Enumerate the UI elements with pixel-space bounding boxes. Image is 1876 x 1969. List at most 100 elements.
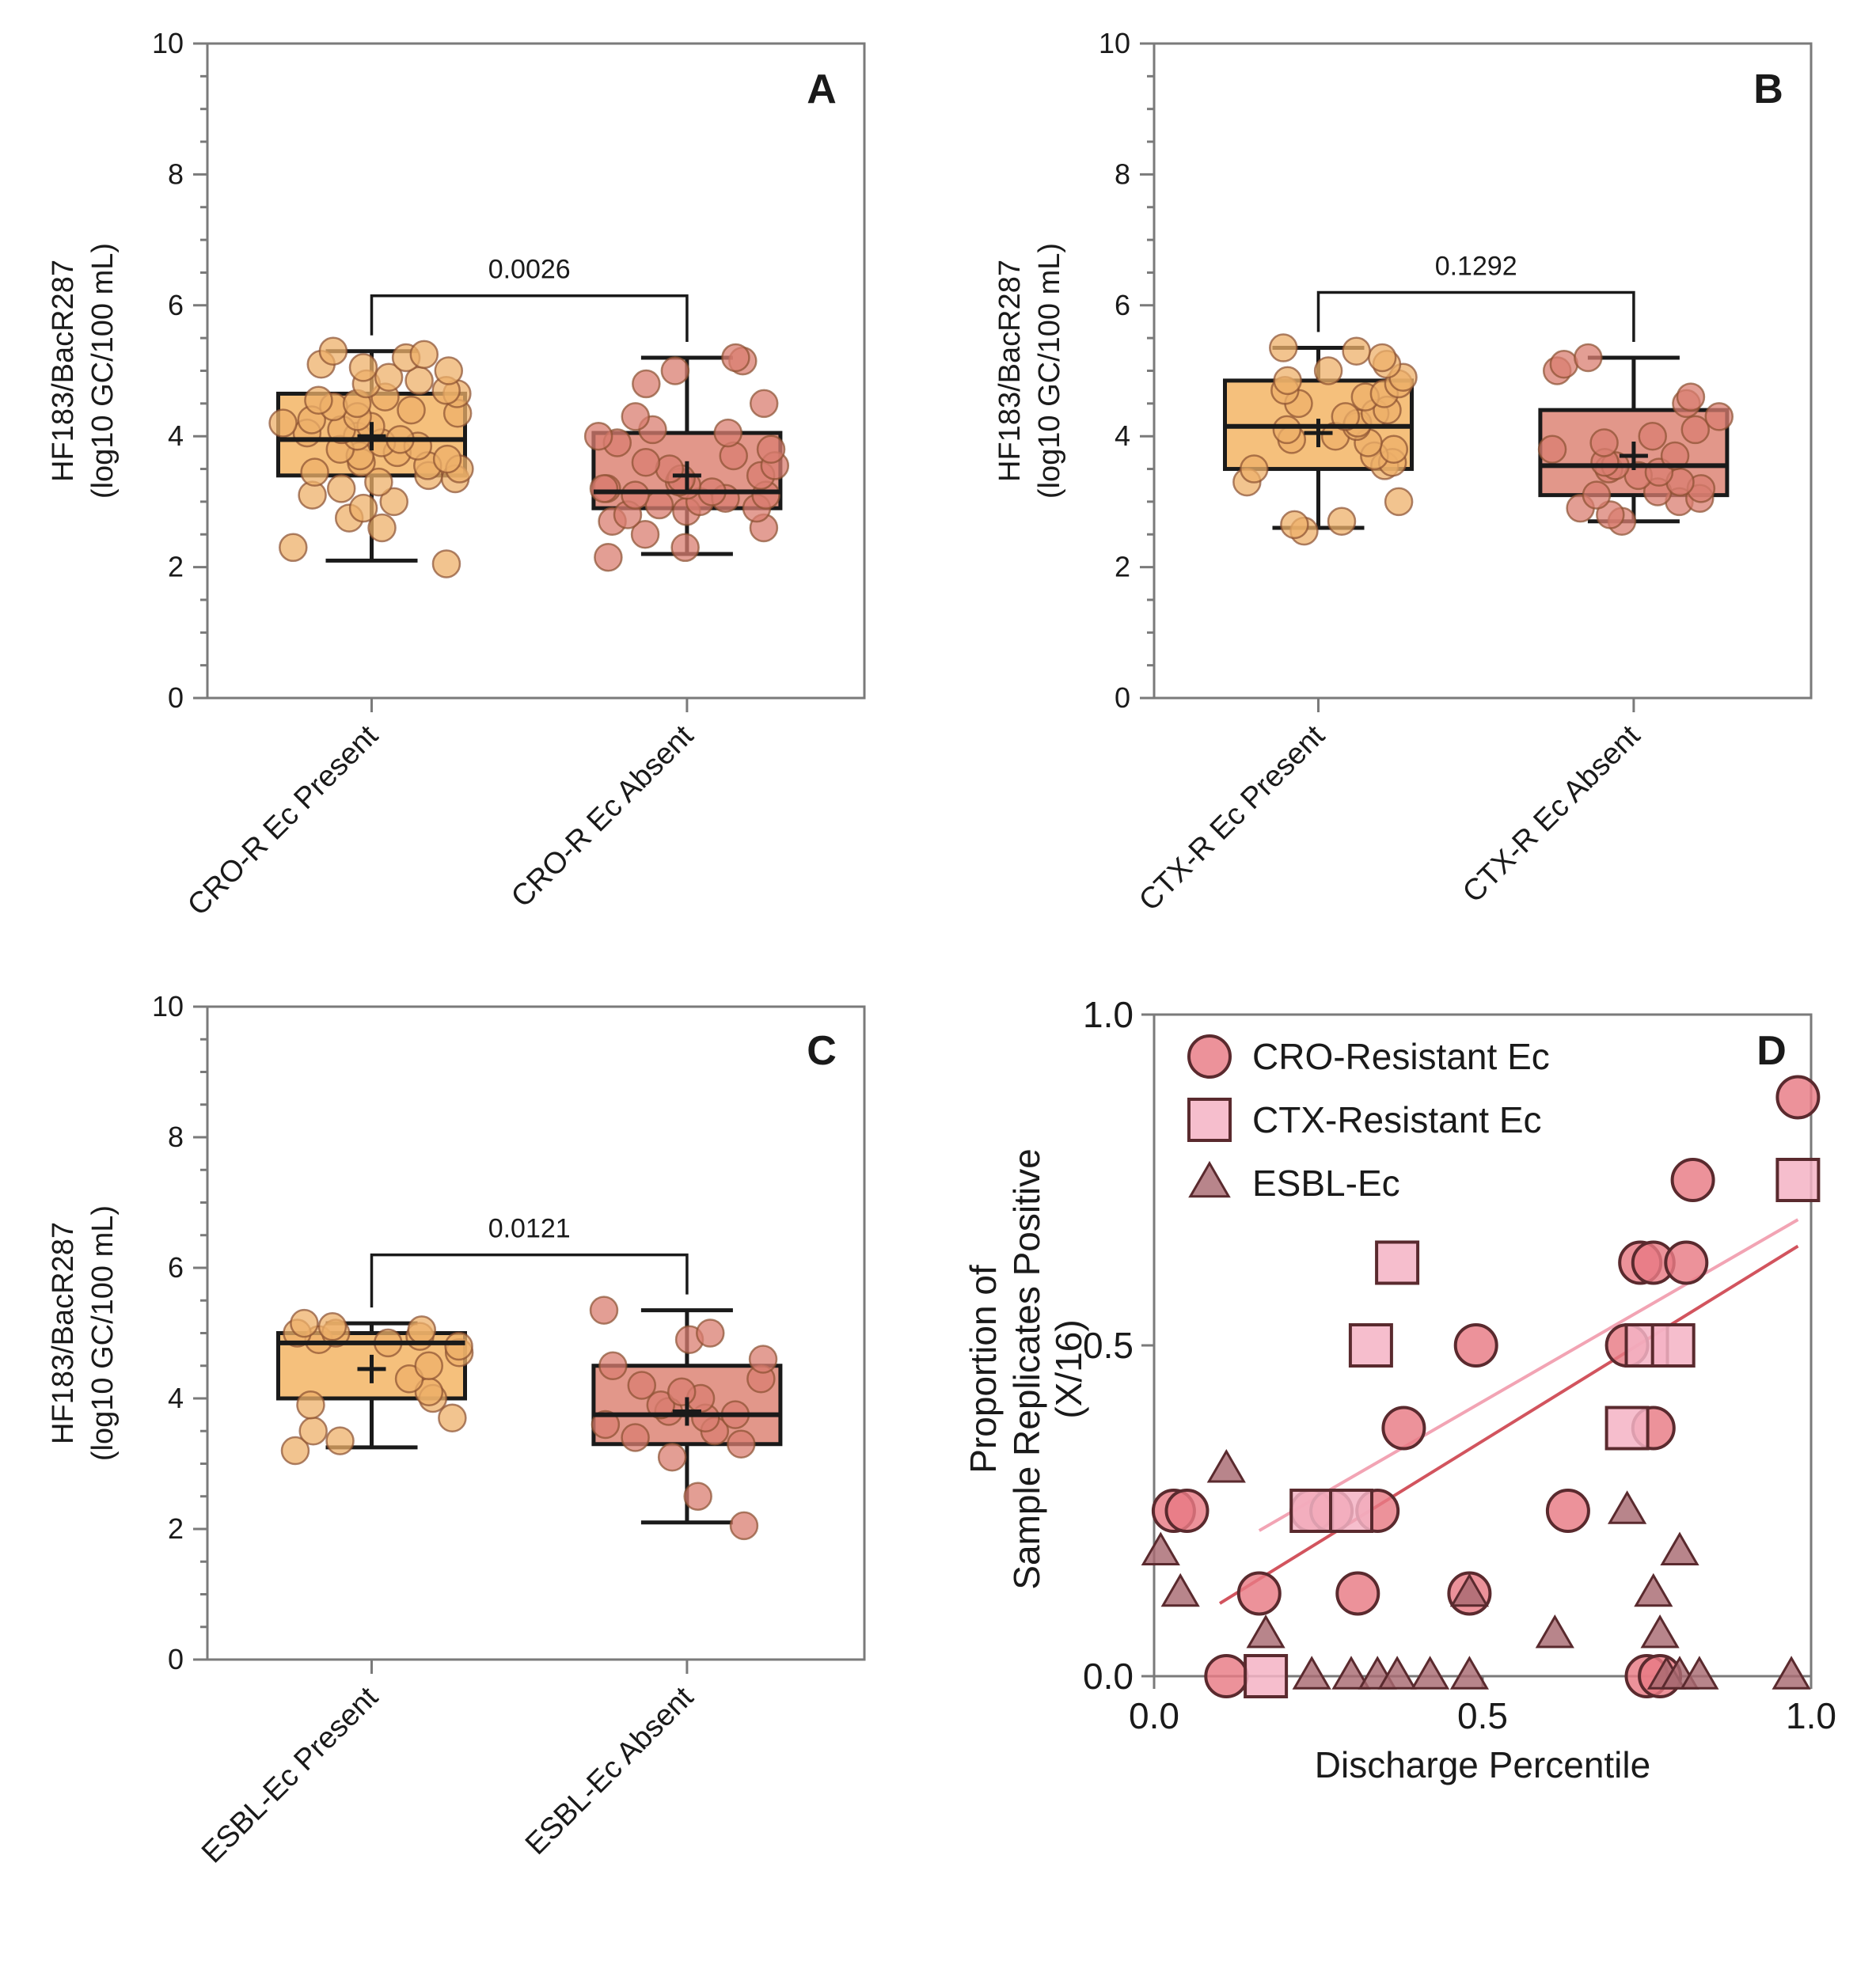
y-axis-title: HF183/BacR287 xyxy=(993,260,1027,482)
y-tick-label: 10 xyxy=(1099,27,1130,59)
data-point xyxy=(1596,500,1625,529)
data-point xyxy=(397,395,426,425)
data-point xyxy=(748,1345,778,1374)
data-point xyxy=(1273,366,1302,396)
data-point-triangle xyxy=(1160,1573,1200,1607)
data-point xyxy=(713,418,742,448)
data-point xyxy=(660,356,690,385)
data-point xyxy=(583,421,613,451)
p-value-label: 0.0121 xyxy=(488,1214,571,1244)
data-point-circle xyxy=(1775,1075,1821,1120)
data-point xyxy=(721,343,750,373)
data-point xyxy=(632,369,661,399)
x-axis-title: Discharge Percentile xyxy=(1315,1744,1650,1785)
panel-d: 0.0 0.5 1.0 0.0 0.5 1.0 Discharge Percentile Pr… xyxy=(963,994,1836,1785)
y-tick-label: 0.5 xyxy=(1083,1325,1134,1366)
data-point xyxy=(1574,343,1603,373)
data-point xyxy=(1680,415,1711,445)
data-point xyxy=(317,1312,347,1341)
data-point xyxy=(621,480,650,510)
data-point xyxy=(280,1436,310,1466)
data-point-circle xyxy=(1670,1158,1715,1202)
y-axis-unit: (log10 GC/100 mL) xyxy=(86,1205,120,1461)
data-point xyxy=(298,1417,328,1446)
data-point-triangle xyxy=(1246,1614,1285,1648)
data-point-triangle xyxy=(1449,1656,1490,1690)
data-point xyxy=(1537,434,1567,464)
legend-marker-square xyxy=(1187,1098,1232,1142)
y-tick-label: 0.0 xyxy=(1083,1656,1134,1697)
y-axis-unit: (log10 GC/100 mL) xyxy=(86,243,120,499)
data-point xyxy=(1379,434,1409,464)
legend-label: ESBL-Ec xyxy=(1252,1163,1400,1204)
data-point xyxy=(348,493,378,523)
data-point xyxy=(1327,506,1357,536)
data-point-triangle xyxy=(1292,1656,1331,1690)
category-label: CTX-R Ec Absent xyxy=(1456,719,1647,909)
data-point xyxy=(696,1318,725,1348)
absent-box-group xyxy=(589,1296,783,1541)
data-point xyxy=(1240,454,1269,484)
data-point xyxy=(644,490,674,520)
data-point xyxy=(749,389,779,419)
data-point-triangle xyxy=(1410,1656,1450,1690)
y-axis-title: HF183/BacR287 xyxy=(47,1222,80,1444)
present-box-group xyxy=(268,336,474,579)
data-point xyxy=(379,487,408,517)
y-tick-label: 4 xyxy=(168,1382,184,1414)
data-point-triangle xyxy=(1772,1656,1811,1690)
panel-letter: C xyxy=(807,1028,837,1074)
data-point xyxy=(655,454,685,484)
data-point-triangle xyxy=(1141,1531,1180,1565)
data-point-triangle xyxy=(1634,1573,1673,1607)
panel-letter: D xyxy=(1756,1028,1787,1074)
data-point xyxy=(646,1390,676,1420)
data-point xyxy=(1269,333,1298,362)
data-point xyxy=(631,448,661,477)
data-point xyxy=(431,549,461,579)
data-point xyxy=(1582,480,1612,510)
data-point xyxy=(594,542,623,572)
data-point-circle xyxy=(1381,1406,1426,1451)
data-point xyxy=(621,1423,650,1452)
data-point xyxy=(279,533,308,563)
data-point-triangle xyxy=(1377,1656,1417,1690)
data-point xyxy=(621,402,651,431)
data-point xyxy=(374,362,404,393)
legend-marker-circle xyxy=(1187,1034,1232,1079)
data-point-square xyxy=(1375,1240,1420,1285)
data-point-square xyxy=(1244,1654,1289,1698)
y-tick-label: 6 xyxy=(1115,289,1130,321)
y-axis-unit: (log10 GC/100 mL) xyxy=(1033,243,1066,499)
data-point-triangle xyxy=(1449,1573,1490,1607)
plot-frame xyxy=(1153,42,1813,700)
data-point xyxy=(444,1331,473,1361)
x-tick-label: 0.0 xyxy=(1129,1695,1179,1736)
significance-bracket xyxy=(1316,290,1635,342)
y-tick-label: 10 xyxy=(152,27,184,59)
data-point-square xyxy=(1775,1158,1821,1202)
data-point-circle xyxy=(1545,1489,1590,1533)
y-tick-label: 2 xyxy=(1115,551,1130,583)
data-point xyxy=(657,1443,687,1472)
panel-letter: B xyxy=(1753,66,1783,112)
y-tick-label: 6 xyxy=(168,289,184,321)
category-label: CRO-R Ec Absent xyxy=(505,719,701,914)
data-point-square xyxy=(1329,1489,1373,1533)
y-tick-label: 6 xyxy=(168,1251,184,1284)
data-point xyxy=(1280,510,1309,540)
data-point xyxy=(1704,402,1734,431)
data-point-triangle xyxy=(1206,1448,1246,1483)
data-point-triangle xyxy=(1640,1614,1680,1648)
present-box-group xyxy=(1223,333,1418,546)
p-value-label: 0.0026 xyxy=(488,255,571,285)
regression-line xyxy=(1258,1218,1799,1532)
data-point-circle xyxy=(1664,1240,1709,1285)
data-point xyxy=(727,1429,756,1459)
data-point xyxy=(683,1481,712,1511)
data-point-circle xyxy=(1204,1654,1249,1698)
data-point xyxy=(1549,349,1579,379)
data-point xyxy=(666,1377,697,1406)
legend-label: CRO-Resistant Ec xyxy=(1252,1036,1550,1077)
